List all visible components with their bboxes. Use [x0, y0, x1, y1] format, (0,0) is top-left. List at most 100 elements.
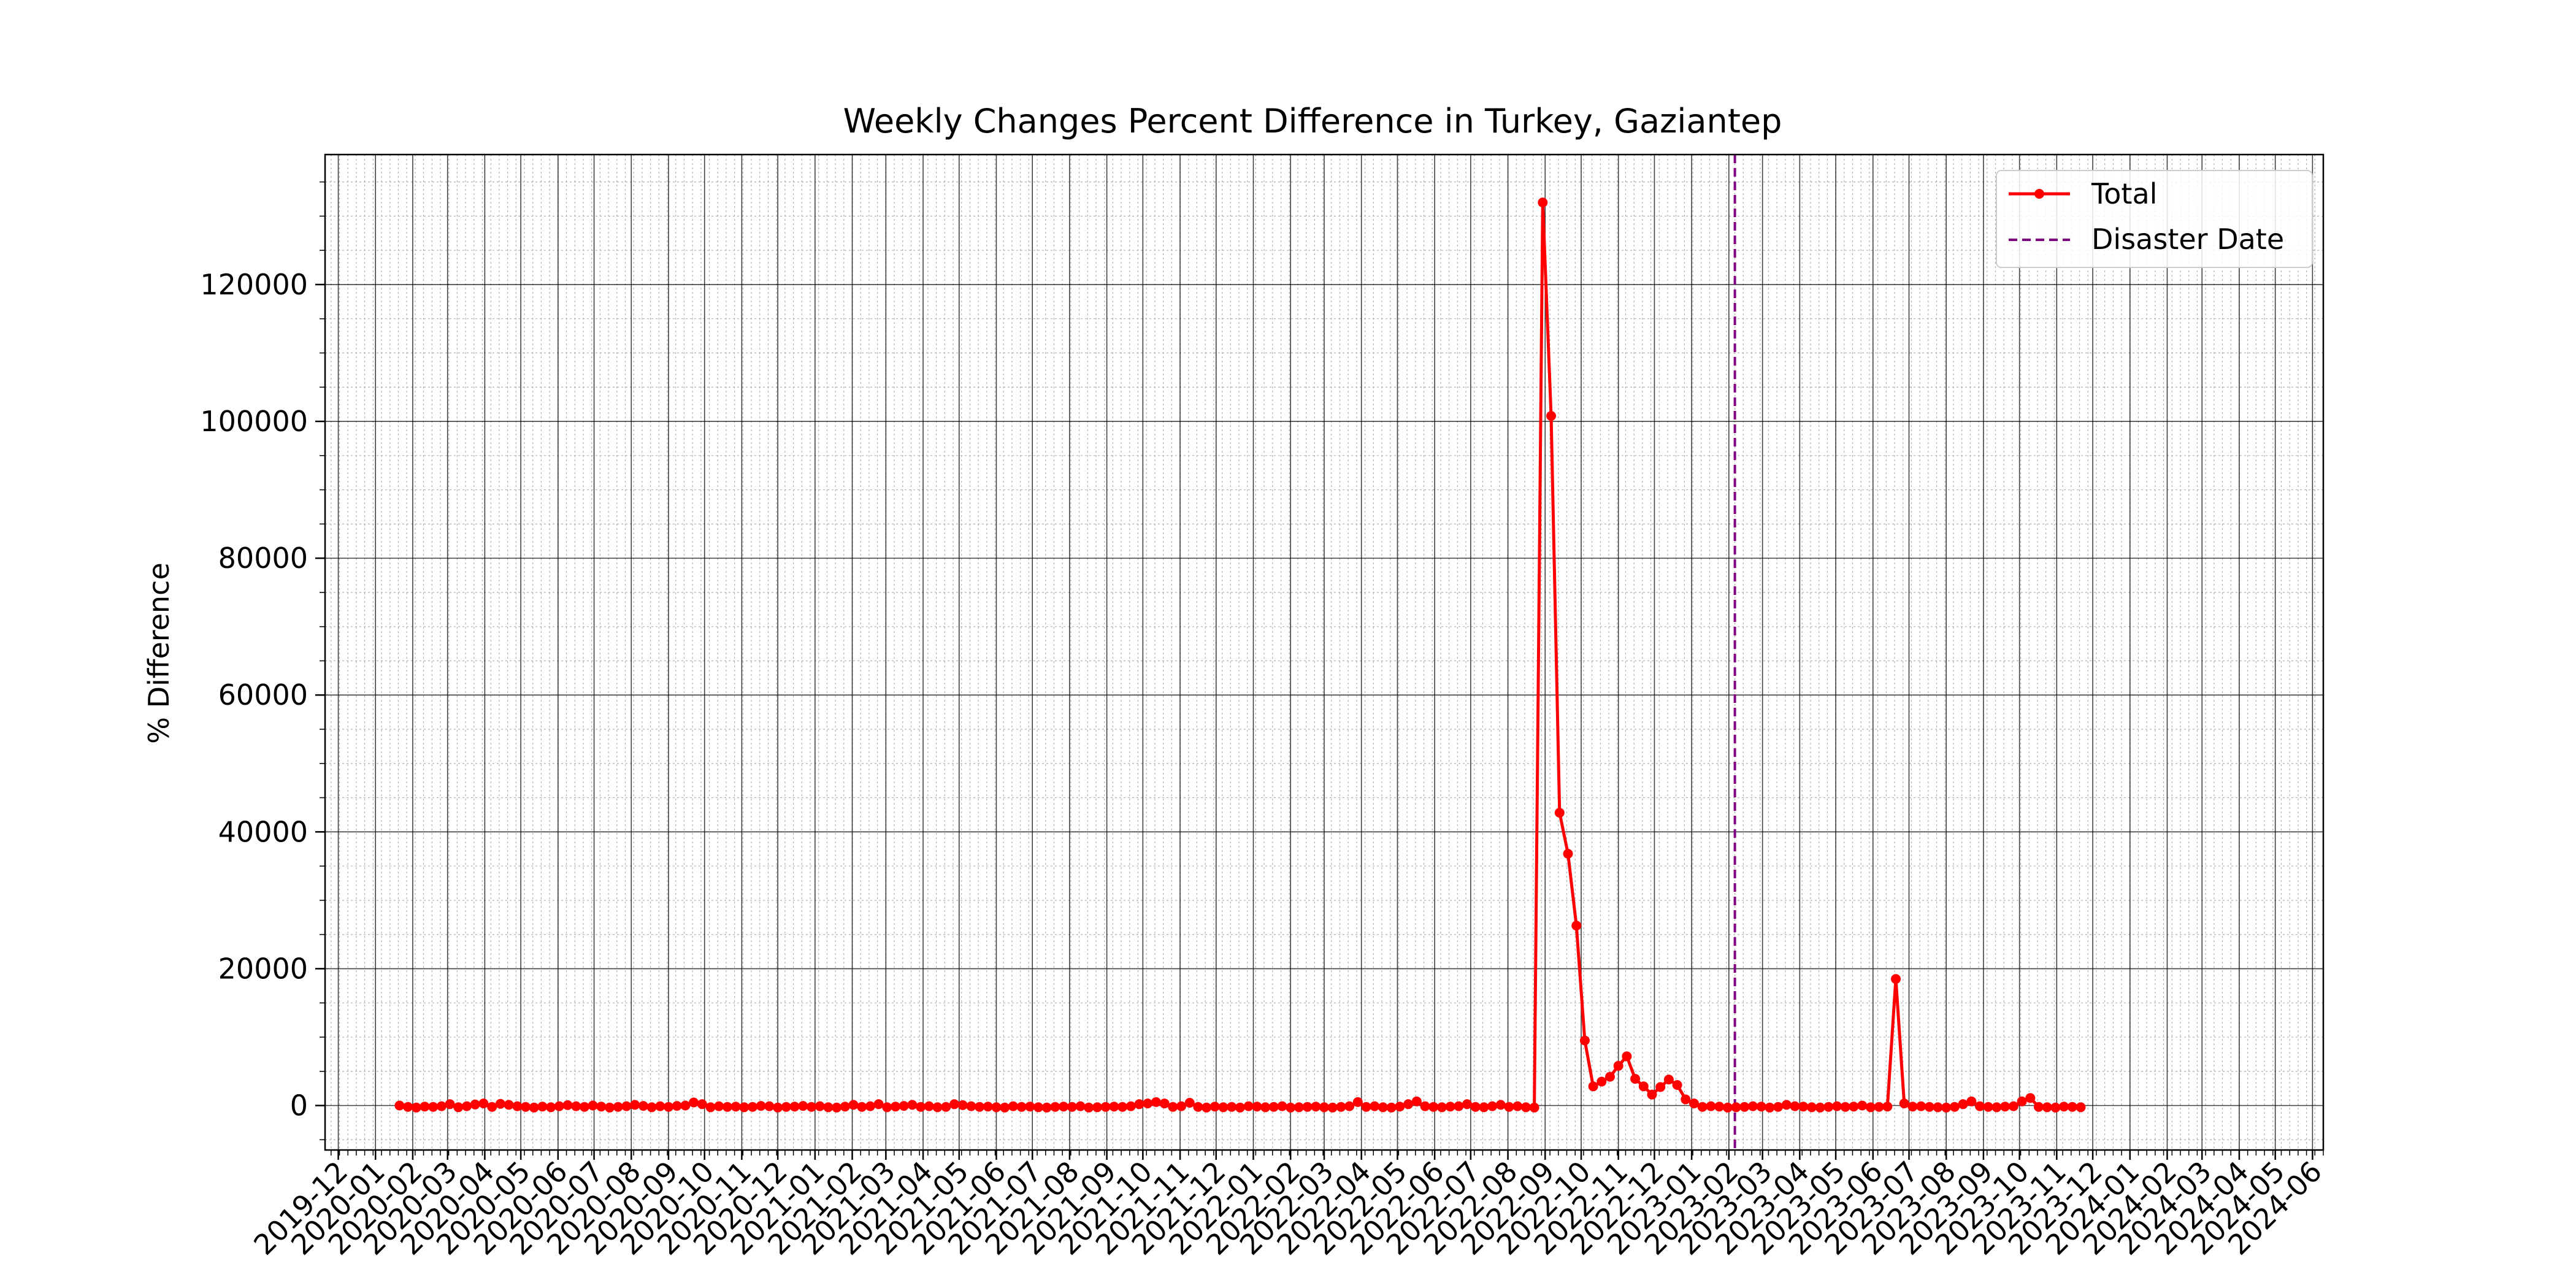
data-point: [1605, 1071, 1615, 1082]
data-point: [1622, 1051, 1632, 1062]
data-point: [2067, 1102, 2077, 1112]
data-point: [857, 1102, 867, 1112]
data-point: [1924, 1102, 1934, 1112]
legend-disaster-label: Disaster Date: [2091, 223, 2284, 256]
y-tick-label: 40000: [218, 815, 308, 848]
data-point: [1454, 1101, 1464, 1111]
data-point: [1125, 1101, 1136, 1111]
data-point: [773, 1102, 783, 1113]
data-point: [1109, 1102, 1119, 1112]
data-point: [1663, 1075, 1674, 1085]
data-point: [1084, 1102, 1094, 1113]
data-point: [941, 1102, 951, 1112]
data-point: [1479, 1102, 1489, 1113]
data-point: [1243, 1101, 1254, 1111]
data-point: [907, 1100, 918, 1110]
data-point: [2008, 1101, 2018, 1111]
data-point: [562, 1100, 573, 1110]
legend: Total Disaster Date: [1996, 170, 2313, 268]
data-point: [730, 1102, 741, 1112]
data-point: [1436, 1102, 1447, 1113]
y-tick-label: 60000: [218, 678, 308, 711]
data-point: [1756, 1102, 1766, 1112]
data-point: [1748, 1101, 1758, 1111]
data-point: [1655, 1082, 1666, 1092]
data-point: [1041, 1102, 1052, 1113]
data-point: [798, 1101, 808, 1111]
y-tick-label: 100000: [200, 405, 308, 438]
data-point: [1235, 1102, 1245, 1113]
data-point: [1588, 1081, 1598, 1092]
data-point: [689, 1097, 699, 1108]
data-point: [1176, 1101, 1186, 1111]
data-point: [924, 1101, 934, 1111]
data-point: [2017, 1096, 2027, 1106]
data-point: [621, 1101, 632, 1111]
data-point: [1630, 1074, 1641, 1084]
data-point: [411, 1102, 421, 1113]
data-point: [436, 1101, 447, 1111]
data-point: [1134, 1099, 1144, 1110]
data-point: [1209, 1102, 1220, 1112]
data-point: [1218, 1102, 1229, 1113]
data-point: [1470, 1102, 1481, 1112]
data-point: [1991, 1102, 2002, 1113]
data-point: [1823, 1102, 1834, 1112]
data-point: [697, 1099, 707, 1110]
data-point: [1966, 1096, 1977, 1106]
data-point: [1781, 1100, 1792, 1110]
data-point: [832, 1102, 842, 1113]
data-point: [445, 1099, 455, 1110]
data-point: [1033, 1102, 1043, 1113]
data-point: [1891, 974, 1901, 984]
data-point: [1790, 1101, 1800, 1111]
data-point: [1647, 1089, 1657, 1100]
data-point: [512, 1101, 523, 1111]
data-point: [1050, 1102, 1060, 1112]
data-point: [1672, 1080, 1682, 1090]
data-point: [1100, 1102, 1111, 1112]
data-point: [1916, 1101, 1926, 1111]
data-point: [1294, 1102, 1304, 1113]
data-point: [1689, 1098, 1699, 1109]
data-point: [1075, 1101, 1086, 1111]
data-point: [823, 1102, 834, 1113]
data-point: [1806, 1102, 1817, 1113]
data-point: [748, 1102, 757, 1112]
data-point: [916, 1102, 926, 1112]
data-point: [1445, 1102, 1455, 1112]
data-point: [1706, 1101, 1716, 1111]
data-point: [932, 1102, 943, 1113]
data-point: [1268, 1102, 1279, 1112]
data-point: [714, 1101, 724, 1111]
data-point: [848, 1100, 859, 1110]
data-point: [1563, 849, 1573, 859]
data-point: [588, 1100, 598, 1111]
data-point: [2034, 1102, 2044, 1112]
data-point: [487, 1102, 497, 1112]
data-point: [899, 1101, 909, 1111]
data-point: [546, 1102, 556, 1113]
data-point: [1411, 1096, 1422, 1106]
data-point: [394, 1100, 405, 1111]
data-point: [705, 1102, 716, 1113]
data-point: [891, 1102, 900, 1112]
data-point: [1975, 1101, 1985, 1111]
data-point: [1067, 1102, 1077, 1112]
data-point: [1840, 1102, 1850, 1112]
data-point: [2025, 1093, 2036, 1103]
data-point: [739, 1102, 749, 1113]
data-point: [1554, 808, 1565, 818]
data-point: [571, 1101, 581, 1111]
data-point: [1143, 1098, 1153, 1109]
data-point: [1504, 1102, 1514, 1112]
plot-area-frame: [324, 153, 2325, 1151]
data-point: [680, 1100, 691, 1111]
data-point: [1352, 1097, 1363, 1107]
data-point: [1370, 1101, 1380, 1111]
data-point: [655, 1101, 665, 1111]
data-point: [613, 1102, 623, 1112]
data-point: [966, 1101, 976, 1111]
data-point: [1579, 1035, 1590, 1046]
